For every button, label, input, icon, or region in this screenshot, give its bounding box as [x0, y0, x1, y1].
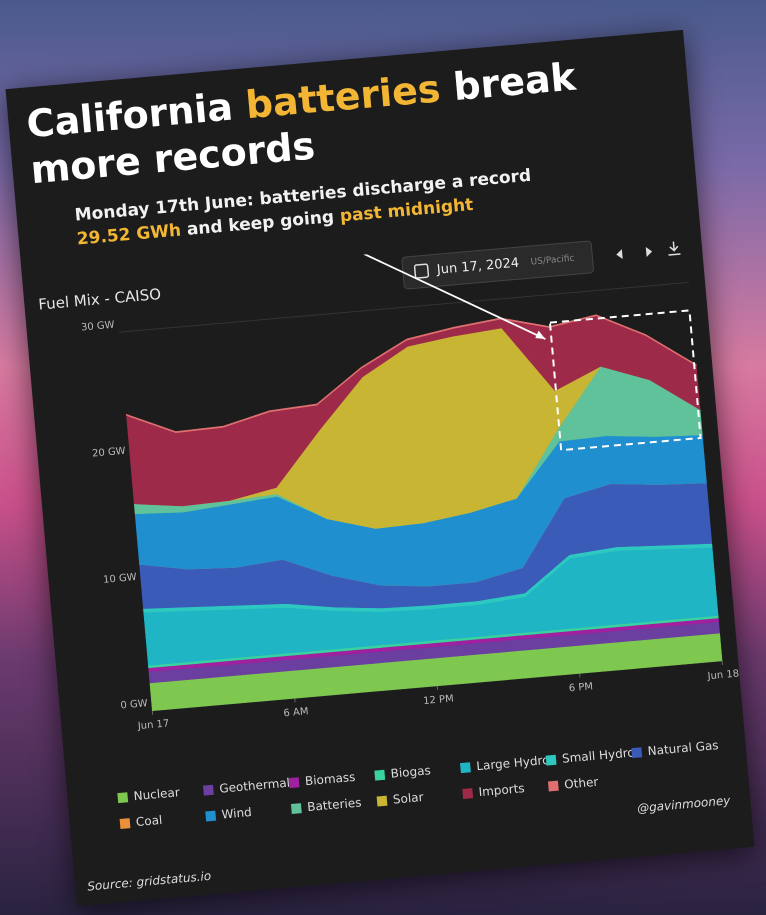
- chart: Fuel Mix - CAISO Jun 17, 2024 US/Pacific…: [23, 225, 755, 906]
- page: {"header": {"title_parts": ["California …: [0, 0, 766, 915]
- x-tick-label: 12 PM: [423, 693, 454, 707]
- legend-swatch: [117, 792, 128, 803]
- legend-label: Coal: [135, 813, 163, 829]
- y-tick-label: 0 GW: [120, 698, 148, 711]
- x-tick-label: 6 AM: [283, 706, 309, 719]
- x-tick-label: Jun 18: [706, 669, 739, 683]
- legend-label: Biogas: [390, 763, 431, 780]
- legend-swatch: [460, 762, 471, 773]
- legend-swatch: [546, 755, 557, 766]
- legend-swatch: [631, 747, 642, 758]
- legend-swatch: [462, 788, 473, 799]
- title-highlight: batteries: [244, 66, 442, 127]
- legend-swatch: [377, 796, 388, 807]
- x-tick-label: 6 PM: [568, 681, 593, 694]
- subtitle-highlight: 29.52 GWh: [76, 220, 182, 249]
- plot-area: 0 GW 10 GW 20 GW 30 GW Jun 17 6 AM 12 PM 6 PM Ju…: [81, 268, 740, 734]
- legend: Nuclear Geothermal Biomass Biogas Large Hydr…: [117, 738, 721, 830]
- download-button[interactable]: [667, 241, 680, 255]
- legend-label: Other: [564, 775, 599, 792]
- legend-swatch: [291, 803, 302, 814]
- legend-label: Geothermal: [219, 776, 291, 796]
- header: California batteries break more records …: [25, 46, 676, 255]
- x-tick-label: Jun 17: [136, 718, 169, 732]
- legend-swatch: [120, 818, 131, 829]
- card: California batteries break more records …: [6, 30, 755, 906]
- legend-swatch: [203, 785, 214, 796]
- y-tick-label: 20 GW: [92, 446, 126, 460]
- legend-label: Wind: [221, 805, 252, 822]
- next-button[interactable]: [646, 246, 653, 256]
- legend-swatch: [374, 770, 385, 781]
- legend-label: Batteries: [307, 795, 362, 814]
- legend-label: Small Hydro: [561, 745, 635, 765]
- handle: @gavinmooney: [637, 793, 732, 815]
- legend-label: Biomass: [304, 770, 355, 788]
- prev-button[interactable]: [616, 249, 623, 259]
- legend-swatch: [289, 777, 300, 788]
- legend-swatch: [548, 781, 559, 792]
- legend-label: Nuclear: [133, 785, 180, 803]
- chart-title: Fuel Mix - CAISO: [38, 285, 162, 314]
- legend-label: Natural Gas: [647, 738, 719, 758]
- legend-label: Large Hydro: [476, 753, 550, 773]
- y-tick-label: 30 GW: [81, 320, 115, 334]
- y-tick-label: 10 GW: [103, 572, 137, 586]
- legend-swatch: [205, 811, 216, 822]
- legend-label: Imports: [478, 781, 525, 799]
- legend-label: Solar: [392, 790, 424, 807]
- source: Source: gridstatus.io: [87, 869, 212, 894]
